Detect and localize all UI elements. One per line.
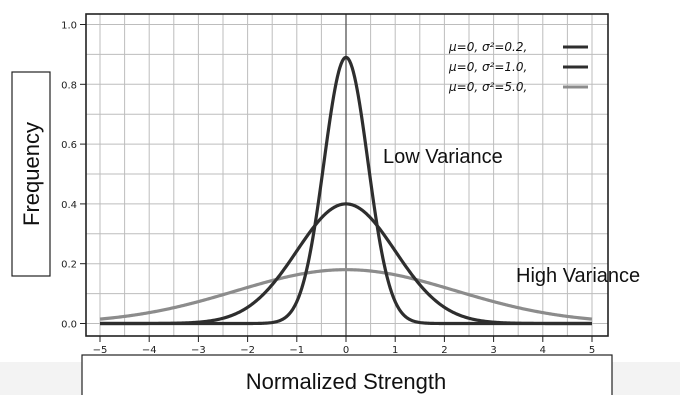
x-tick-label: −2 <box>240 345 255 356</box>
y-tick-label: 0.0 <box>61 320 77 331</box>
x-tick-label: 3 <box>490 345 496 356</box>
y-tick-label: 0.2 <box>61 260 77 271</box>
annotation-low-variance: Low Variance <box>383 146 503 168</box>
x-tick-label: −4 <box>142 345 157 356</box>
x-tick-label: −5 <box>93 345 108 356</box>
plot-frame <box>85 13 609 337</box>
series-curve <box>99 55 593 326</box>
series-curve <box>99 268 593 321</box>
x-tick-label: −3 <box>191 345 206 356</box>
legend-entry-label: μ=0, σ²=0.2, <box>448 40 527 54</box>
x-tick-label: −1 <box>289 345 304 356</box>
x-tick-label: 4 <box>540 345 546 356</box>
x-tick-label: 0 <box>343 345 349 356</box>
y-tick-label: 0.4 <box>61 200 77 211</box>
y-axis-title: Frequency <box>19 122 44 226</box>
x-tick-label: 5 <box>589 345 595 356</box>
y-tick-label: 0.6 <box>61 140 77 151</box>
legend-entry-label: μ=0, σ²=1.0, <box>448 60 527 74</box>
legend: μ=0, σ²=0.2, μ=0, σ²=1.0, μ=0, σ²=5.0, <box>448 40 588 94</box>
legend-entry-label: μ=0, σ²=5.0, <box>448 80 527 94</box>
x-axis-title: Normalized Strength <box>246 369 447 394</box>
y-axis-title-box <box>11 71 51 277</box>
y-tick-label: 1.0 <box>61 21 77 32</box>
annotation-high-variance: High Variance <box>516 265 640 287</box>
y-tick-label: 0.8 <box>61 80 77 91</box>
x-tick-label: 2 <box>441 345 447 356</box>
x-axis-title-box <box>81 354 613 395</box>
axis-ticks: −5 −4 −3 −2 −1 0 1 2 3 4 5 0.0 0.2 0.4 0.6 0.8 1.0 <box>61 21 595 357</box>
curves <box>99 55 593 326</box>
plot-background <box>86 14 608 336</box>
x-tick-label: 1 <box>392 345 398 356</box>
